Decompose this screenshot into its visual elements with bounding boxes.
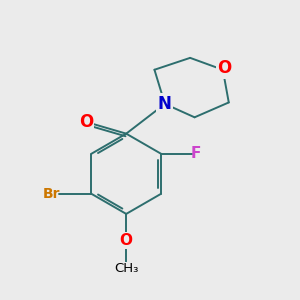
Text: O: O	[120, 233, 133, 248]
Text: F: F	[190, 146, 201, 161]
Text: O: O	[79, 113, 93, 131]
Text: CH₃: CH₃	[114, 262, 138, 275]
Text: O: O	[217, 59, 231, 77]
Text: Br: Br	[43, 187, 60, 201]
Text: N: N	[158, 95, 172, 113]
